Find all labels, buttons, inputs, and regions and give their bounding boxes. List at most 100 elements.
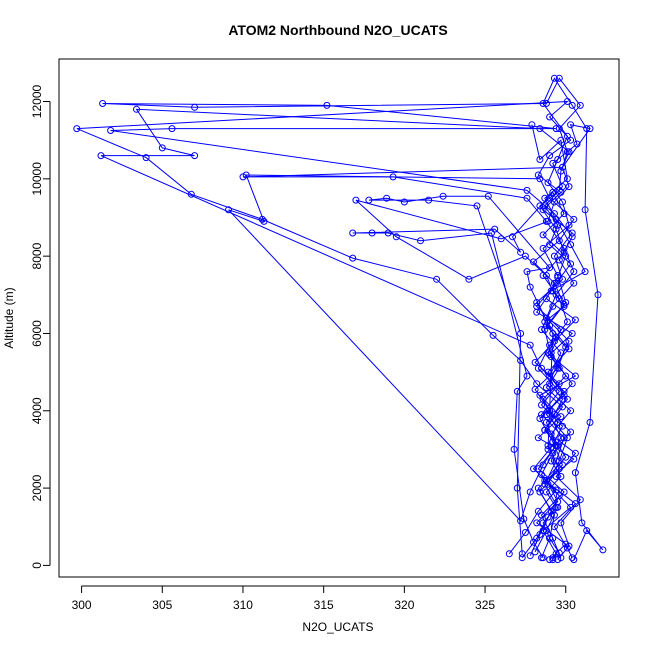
data-point [547, 287, 555, 295]
data-point [510, 445, 518, 453]
data-point [539, 272, 547, 279]
data-point [555, 295, 563, 303]
data-point [142, 154, 150, 162]
data-point [552, 457, 560, 465]
data-point [521, 252, 529, 260]
series-7 [365, 192, 557, 558]
data-point [583, 527, 591, 535]
data-point [554, 156, 562, 163]
data-point [534, 484, 542, 492]
data-point [539, 461, 547, 469]
data-point [554, 556, 562, 564]
series-line [242, 124, 591, 558]
data-point [567, 260, 575, 268]
x-tick-label: 310 [233, 598, 253, 612]
data-point [523, 186, 531, 194]
data-point [570, 455, 578, 463]
data-point [509, 233, 516, 241]
data-point [513, 387, 521, 395]
data-point [538, 471, 545, 479]
data-point [517, 248, 525, 256]
data-point [552, 125, 560, 133]
data-point [557, 473, 565, 480]
data-point [544, 407, 552, 415]
data-point [567, 407, 575, 415]
data-point [546, 152, 554, 160]
data-point [559, 403, 566, 411]
data-point [559, 422, 566, 430]
data-point [562, 299, 570, 306]
data-point [571, 500, 579, 508]
series-line [352, 191, 577, 558]
data-point [557, 519, 565, 527]
data-point [505, 550, 513, 558]
data-point [559, 198, 566, 206]
data-point [546, 264, 554, 272]
data-point [539, 100, 547, 107]
y-tick-label: 0 [30, 562, 44, 569]
data-point [570, 556, 578, 564]
data-point [576, 101, 584, 109]
data-point [534, 507, 542, 515]
data-point [578, 519, 586, 527]
data-point [555, 380, 563, 388]
data-point [526, 341, 534, 349]
data-point [242, 171, 250, 179]
data-point [542, 384, 550, 392]
data-point [571, 316, 579, 324]
data-point [555, 74, 563, 82]
data-point [439, 192, 447, 200]
data-point [536, 156, 544, 163]
data-point [260, 217, 268, 225]
series-8 [528, 121, 589, 564]
data-point [365, 196, 373, 204]
data-point [484, 192, 492, 200]
data-point [536, 488, 544, 496]
data-point [539, 231, 547, 239]
data-point [568, 554, 576, 562]
data-point [520, 515, 528, 523]
data-point [554, 364, 562, 372]
data-point [187, 190, 195, 198]
plot-frame [58, 58, 620, 578]
data-point [384, 229, 392, 237]
x-tick-label: 315 [314, 598, 334, 612]
data-point [538, 401, 545, 409]
data-point [497, 235, 505, 243]
data-point [563, 544, 571, 552]
series-line [228, 77, 604, 560]
y-tick-label: 12000 [30, 84, 44, 118]
data-point [546, 556, 554, 564]
data-point [554, 498, 562, 506]
data-point [557, 136, 565, 144]
data-point [581, 268, 589, 276]
data-point [552, 225, 560, 233]
data-point [536, 175, 544, 183]
x-tick-label: 330 [556, 598, 576, 612]
data-point [531, 386, 539, 393]
data-point [557, 413, 565, 421]
data-point [99, 100, 107, 107]
data-point [417, 237, 424, 245]
data-point [158, 144, 166, 152]
data-point [107, 127, 115, 134]
data-point [560, 210, 568, 218]
data-point [526, 283, 534, 291]
series-line [531, 124, 586, 560]
data-point [536, 391, 544, 399]
data-point [550, 523, 558, 531]
data-point [73, 125, 81, 133]
data-point [542, 527, 550, 535]
data-point [567, 428, 575, 436]
x-tick-label: 320 [394, 598, 414, 612]
data-point [560, 301, 568, 308]
data-point [323, 101, 331, 109]
data-point [583, 125, 591, 133]
data-point [530, 465, 537, 473]
series-6 [349, 188, 579, 562]
data-point [349, 229, 357, 237]
y-tick-label: 4000 [30, 397, 44, 424]
data-point [542, 217, 550, 225]
data-point [562, 372, 570, 380]
